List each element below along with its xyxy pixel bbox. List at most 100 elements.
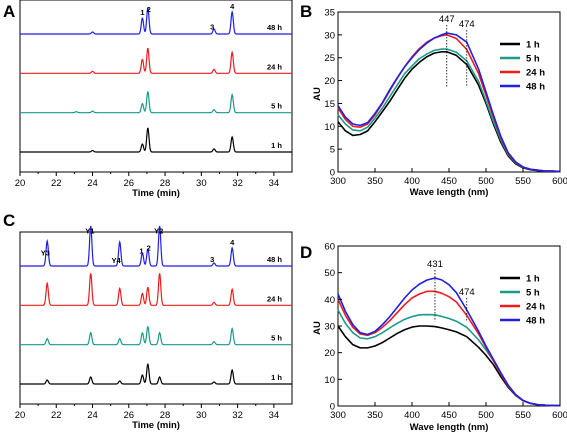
panelb-y-tick-label: 25: [324, 53, 335, 64]
panelc-x-tick-label: 24: [87, 410, 98, 421]
panelb-y-tick-label: 35: [324, 8, 335, 19]
panel-c-frame: [19, 231, 293, 405]
panel-c-x-axis-title: Time (min): [132, 420, 180, 431]
panelc-peak-label: Y2: [154, 227, 163, 236]
panelb-x-tick-label: 500: [478, 176, 494, 187]
paneld-y-tick-label: 40: [324, 295, 335, 306]
panelb-legend-entry: 1 h: [526, 40, 540, 51]
panelc-trace-label: 48 h: [267, 255, 282, 264]
panelc-x-tick-label: 30: [196, 410, 207, 421]
paneld-peak-annotation: 431: [427, 259, 443, 270]
panel-letter-d: D: [300, 243, 312, 262]
panelb-x-tick-label: 550: [515, 176, 531, 187]
panela-x-tick-label: 24: [87, 178, 98, 189]
panelc-trace-1h: [20, 363, 292, 385]
panela-trace-5h: [20, 91, 292, 114]
panelc-peak-label: 4: [230, 238, 235, 247]
paneld-x-tick-label: 550: [515, 410, 531, 421]
panel-b-x-axis-title: Wave length (nm): [410, 187, 489, 198]
panelc-peak-label: 3: [210, 255, 214, 264]
panela-peak-label: 4: [230, 2, 235, 11]
paneld-legend-entry: 24 h: [526, 302, 545, 313]
panela-trace-label: 1 h: [271, 141, 282, 150]
panel-d-y-axis-title: AU: [312, 321, 323, 335]
chromatogram-panel-a: 1 h5 h24 h48 h 1 234 20 22 24 26 28 30 32 34 Tim…: [15, 0, 293, 199]
paneld-y-tick-label: 0: [330, 402, 335, 413]
panelb-x-tick-label: 600: [552, 176, 567, 187]
paneld-x-tick-label: 600: [552, 410, 567, 421]
panela-trace-label: 48 h: [267, 23, 282, 32]
panelc-trace-48h: [20, 225, 292, 267]
paneld-legend-entry: 1 h: [526, 274, 540, 285]
panelb-legend-entry: 24 h: [526, 68, 545, 79]
paneld-x-tick-label: 300: [330, 410, 346, 421]
paneld-y-tick-label: 20: [324, 348, 335, 359]
spectrum-panel-b: 300 350 400 450 500 550 600 0 5 10 15 20 25 30 35 447 4…: [312, 8, 567, 199]
panela-peak-label: 2: [147, 5, 151, 14]
paneld-x-tick-label: 400: [404, 410, 420, 421]
panelb-y-tick-label: 15: [324, 99, 335, 110]
panela-peak-label: 3: [210, 23, 214, 32]
panel-d-x-axis-title: Wave length (nm): [410, 422, 489, 433]
panelc-trace-24h: [20, 273, 292, 306]
paneld-x-tick-label: 350: [367, 410, 383, 421]
panel-b-y-axis-title: AU: [312, 87, 323, 101]
panela-peak-label: 1: [140, 8, 144, 17]
panelb-x-tick-label: 350: [367, 176, 383, 187]
panelb-x-tick-label: 300: [330, 176, 346, 187]
panel-letter-b: B: [300, 2, 312, 21]
panelb-x-tick-label: 400: [404, 176, 420, 187]
panel-a-x-axis-title: Time (min): [132, 188, 180, 199]
panelb-legend-entry: 48 h: [526, 82, 545, 93]
panel-a-frame: [19, 0, 293, 173]
panela-x-tick-label: 32: [232, 178, 243, 189]
panelc-x-tick-label: 34: [269, 410, 280, 421]
paneld-y-tick-label: 10: [324, 375, 335, 386]
paneld-y-tick-label: 60: [324, 242, 335, 253]
panelc-peak-label: 1: [139, 246, 143, 255]
panela-x-tick-label: 28: [160, 178, 171, 189]
paneld-y-tick-label: 50: [324, 268, 335, 279]
panel-letter-c: C: [3, 211, 15, 230]
panela-trace-24h: [20, 48, 292, 74]
panelc-peak-label: Y1: [85, 227, 94, 236]
paneld-series-48h: [337, 277, 561, 407]
panelb-peak-annotation: 447: [439, 14, 455, 25]
panelc-peak-label: Y4: [112, 256, 122, 265]
panel-letter-a: A: [3, 2, 15, 21]
panelb-y-tick-label: 0: [330, 168, 335, 179]
panelc-peak-label: Y3: [41, 249, 50, 258]
spectrum-panel-d: 300 350 400 450 500 550 600 0 10 20 30 40 50 60 431 47…: [312, 242, 567, 434]
panelc-peak-label: 2: [147, 244, 151, 253]
panelc-trace-label: 1 h: [271, 373, 282, 382]
panela-x-tick-label: 20: [15, 178, 26, 189]
panelb-y-tick-label: 5: [330, 145, 335, 156]
panelb-peak-annotation: 474: [459, 19, 475, 30]
panelc-x-tick-label: 22: [51, 410, 62, 421]
panela-x-tick-label: 26: [124, 178, 135, 189]
panelc-x-tick-label: 28: [160, 410, 171, 421]
panela-trace-48h: [20, 7, 292, 35]
panela-x-tick-label: 22: [51, 178, 62, 189]
panela-trace-label: 5 h: [271, 102, 282, 111]
panelb-legend-entry: 5 h: [526, 54, 540, 65]
panelc-trace-label: 24 h: [267, 294, 282, 303]
panelc-trace-5h: [20, 326, 292, 346]
paneld-y-tick-label: 30: [324, 322, 335, 333]
paneld-x-tick-label: 450: [441, 410, 457, 421]
paneld-x-tick-label: 500: [478, 410, 494, 421]
panela-x-tick-label: 30: [196, 178, 207, 189]
panelc-x-tick-label: 26: [124, 410, 135, 421]
panela-x-tick-label: 34: [269, 178, 280, 189]
panelb-y-tick-label: 10: [324, 122, 335, 133]
panelc-trace-label: 5 h: [271, 334, 282, 343]
paneld-legend-entry: 48 h: [526, 316, 545, 327]
panelb-series-48h: [337, 32, 561, 173]
panela-trace-label: 24 h: [267, 62, 282, 71]
panela-trace-1h: [20, 127, 292, 153]
panelc-x-tick-label: 32: [232, 410, 243, 421]
panelb-y-tick-label: 30: [324, 30, 335, 41]
panelb-y-tick-label: 20: [324, 76, 335, 87]
